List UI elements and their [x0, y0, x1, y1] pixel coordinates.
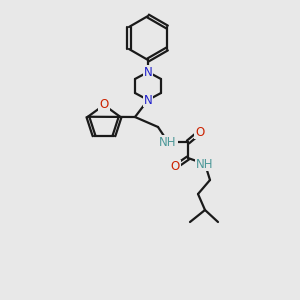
- Text: O: O: [99, 98, 109, 112]
- Text: O: O: [170, 160, 180, 173]
- Text: NH: NH: [196, 158, 214, 170]
- Text: N: N: [144, 94, 152, 106]
- Text: N: N: [144, 65, 152, 79]
- Text: O: O: [195, 125, 205, 139]
- Text: NH: NH: [159, 136, 177, 148]
